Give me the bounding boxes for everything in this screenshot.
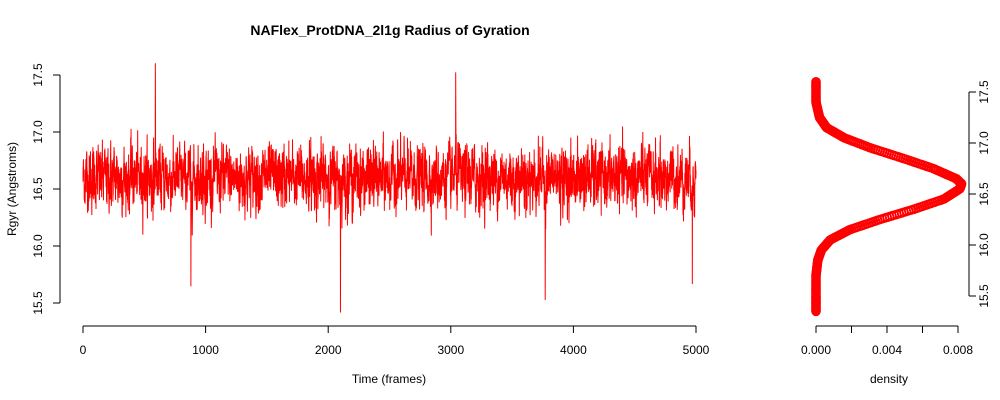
y-tick-label: 17.0 <box>31 120 45 144</box>
x-tick-label: 4000 <box>560 343 587 357</box>
y-axis-label: Rgyr (Angstroms) <box>5 142 19 236</box>
density-x-tick-label: 0.008 <box>943 343 973 357</box>
density-plot: 15.5 16.0 16.5 17.0 17.5 0.000 0.004 0.008 den… <box>801 77 991 386</box>
main-plot: 15.5 16.0 16.5 17.0 17.5 0 1000 2000 3000 4000 50… <box>5 63 710 386</box>
data-series-line <box>82 63 697 313</box>
density-y-tick-label: 15.5 <box>977 284 991 308</box>
density-y-tick-label: 17.5 <box>977 80 991 104</box>
density-y-tick-label: 16.5 <box>977 182 991 206</box>
density-x-tick-label: 0.004 <box>872 343 902 357</box>
x-tick-label: 1000 <box>192 343 219 357</box>
x-tick-label: 0 <box>80 343 87 357</box>
density-y-ticks: 15.5 16.0 16.5 17.0 17.5 <box>969 80 991 308</box>
x-tick-label: 2000 <box>315 343 342 357</box>
y-tick-label: 16.5 <box>31 177 45 201</box>
density-y-tick-label: 16.0 <box>977 233 991 257</box>
y-tick-label: 15.5 <box>31 291 45 315</box>
density-point <box>811 77 821 87</box>
y-tick-label: 17.5 <box>31 63 45 87</box>
x-ticks: 0 1000 2000 3000 4000 5000 <box>80 326 710 357</box>
density-y-tick-label: 17.0 <box>977 131 991 155</box>
density-points <box>811 77 967 317</box>
density-x-tick-label: 0.000 <box>801 343 831 357</box>
density-x-ticks: 0.000 0.004 0.008 <box>801 326 973 357</box>
x-tick-label: 5000 <box>683 343 710 357</box>
chart-title: NAFlex_ProtDNA_2l1g Radius of Gyration <box>250 22 529 38</box>
x-axis-label: Time (frames) <box>352 372 426 386</box>
y-ticks: 15.5 16.0 16.5 17.0 17.5 <box>31 63 60 315</box>
x-tick-label: 3000 <box>437 343 464 357</box>
y-tick-label: 16.0 <box>31 234 45 258</box>
density-x-axis-label: density <box>870 372 908 386</box>
